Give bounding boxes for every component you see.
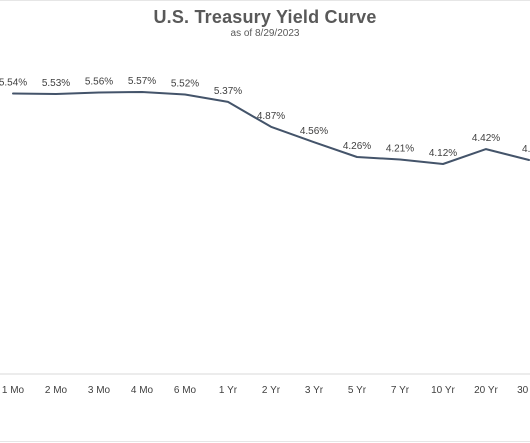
data-label: 4.42%: [472, 133, 500, 144]
data-label: 4.2: [522, 144, 530, 155]
x-tick-label: 10 Yr: [431, 385, 455, 396]
data-label: 5.52%: [171, 78, 199, 89]
data-label: 4.21%: [386, 144, 414, 155]
x-tick-label: 20 Yr: [474, 385, 498, 396]
data-label: 4.12%: [429, 148, 457, 159]
data-labels: 5.54% 5.53% 5.56% 5.57% 5.52% 5.37% 4.87% 4.56%…: [0, 76, 530, 159]
x-axis-ticks: 1 Mo 2 Mo 3 Mo 4 Mo 6 Mo 1 Yr 2 Yr 3 Yr 5 Yr 7 Yr…: [2, 385, 530, 396]
data-label: 5.56%: [85, 76, 113, 87]
x-tick-label: 1 Yr: [219, 385, 238, 396]
data-label: 5.57%: [128, 76, 156, 87]
data-label: 4.87%: [257, 111, 285, 122]
data-label: 4.56%: [300, 126, 328, 137]
chart-title: U.S. Treasury Yield Curve: [153, 7, 377, 27]
x-tick-label: 3 Mo: [88, 385, 111, 396]
chart-subtitle: as of 8/29/2023: [230, 28, 300, 39]
x-tick-label: 2 Yr: [262, 385, 281, 396]
x-tick-label: 5 Yr: [348, 385, 367, 396]
x-tick-label: 1 Mo: [2, 385, 25, 396]
data-label: 5.54%: [0, 77, 27, 88]
data-label: 5.53%: [42, 78, 70, 89]
x-tick-label: 4 Mo: [131, 385, 154, 396]
x-tick-label: 30 Yr: [517, 385, 530, 396]
data-label: 5.37%: [214, 86, 242, 97]
yield-curve-line: [12, 91, 530, 165]
x-tick-label: 3 Yr: [305, 385, 324, 396]
x-tick-label: 2 Mo: [45, 385, 68, 396]
x-tick-label: 7 Yr: [391, 385, 410, 396]
x-tick-label: 6 Mo: [174, 385, 197, 396]
data-label: 4.26%: [343, 141, 371, 152]
